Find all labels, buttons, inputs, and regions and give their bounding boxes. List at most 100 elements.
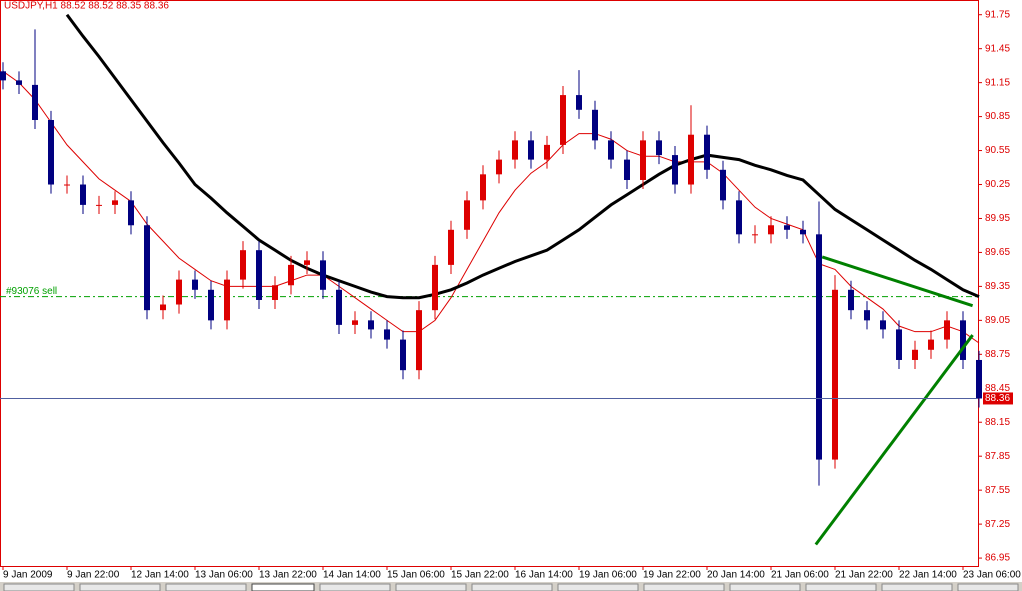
x-tick-label: 13 Jan 06:00 bbox=[195, 570, 253, 581]
candle-body bbox=[320, 260, 326, 290]
x-tick-label: 22 Jan 14:00 bbox=[899, 570, 957, 581]
y-tick-label: 89.35 bbox=[985, 281, 1010, 292]
y-tick-label: 88.15 bbox=[985, 417, 1010, 428]
candle-body bbox=[976, 359, 982, 399]
candle-body bbox=[656, 140, 662, 156]
x-tick-label: 12 Jan 14:00 bbox=[131, 570, 189, 581]
candle-body bbox=[256, 250, 262, 300]
candle-body bbox=[176, 279, 182, 305]
candle-body bbox=[512, 140, 518, 160]
moving-average bbox=[65, 13, 980, 300]
candle-body bbox=[288, 264, 294, 286]
candle-body bbox=[624, 159, 630, 180]
candle-body bbox=[64, 184, 70, 186]
candle-body bbox=[240, 250, 246, 280]
x-tick-label: 19 Jan 06:00 bbox=[579, 570, 637, 581]
candle-body bbox=[544, 144, 550, 160]
x-tick-label: 9 Jan 22:00 bbox=[67, 570, 120, 581]
candle-body bbox=[208, 289, 214, 321]
x-tick-label: 13 Jan 22:00 bbox=[259, 570, 317, 581]
candle-body bbox=[848, 289, 854, 311]
candle-body bbox=[576, 95, 582, 110]
tab[interactable] bbox=[319, 583, 391, 591]
tab[interactable] bbox=[957, 583, 1019, 591]
candle-body bbox=[592, 109, 598, 141]
candle-body bbox=[736, 200, 742, 235]
y-tick-label: 87.85 bbox=[985, 451, 1010, 462]
tab[interactable] bbox=[881, 583, 953, 591]
tab[interactable] bbox=[79, 583, 161, 591]
plot-frame bbox=[0, 0, 979, 567]
trendline bbox=[821, 255, 974, 308]
candle-body bbox=[560, 95, 566, 145]
tab[interactable] bbox=[643, 583, 725, 591]
candle-body bbox=[0, 71, 6, 81]
candle-body bbox=[496, 159, 502, 175]
tab-strip bbox=[0, 582, 1022, 591]
candle-body bbox=[752, 234, 758, 236]
x-tick-label: 15 Jan 22:00 bbox=[451, 570, 509, 581]
candle-body bbox=[112, 200, 118, 205]
order-label: #93076 sell bbox=[6, 286, 57, 297]
price-label-box bbox=[983, 392, 1013, 405]
tab[interactable] bbox=[805, 583, 877, 591]
candle-body bbox=[704, 134, 710, 170]
candle-body bbox=[304, 260, 310, 265]
candle-body bbox=[672, 155, 678, 185]
candle-body bbox=[864, 310, 870, 321]
x-tick-label: 14 Jan 14:00 bbox=[323, 570, 381, 581]
candle-body bbox=[912, 349, 918, 360]
x-tick-label: 15 Jan 06:00 bbox=[387, 570, 445, 581]
candle-body bbox=[192, 279, 198, 290]
candle-body bbox=[928, 339, 934, 350]
candle-body bbox=[816, 234, 822, 460]
candle-body bbox=[464, 200, 470, 230]
candle-body bbox=[32, 84, 38, 120]
candle-body bbox=[960, 320, 966, 360]
y-tick-label: 90.25 bbox=[985, 179, 1010, 190]
trendline bbox=[814, 334, 974, 546]
candle-body bbox=[272, 285, 278, 300]
candle-body bbox=[784, 225, 790, 230]
candle-body bbox=[416, 310, 422, 371]
tab[interactable] bbox=[729, 583, 801, 591]
x-tick-label: 9 Jan 2009 bbox=[3, 570, 53, 581]
tab[interactable] bbox=[165, 583, 247, 591]
tab[interactable] bbox=[395, 583, 467, 591]
tab-active[interactable] bbox=[251, 583, 315, 591]
candle-body bbox=[160, 304, 166, 311]
candle-body bbox=[800, 229, 806, 235]
y-tick-label: 86.95 bbox=[985, 553, 1010, 564]
y-tick-label: 88.45 bbox=[985, 383, 1010, 394]
candle-body bbox=[448, 229, 454, 265]
candle-body bbox=[96, 204, 102, 206]
tab[interactable] bbox=[3, 583, 75, 591]
candle-body bbox=[368, 320, 374, 330]
candle-body bbox=[80, 184, 86, 205]
tab[interactable] bbox=[557, 583, 639, 591]
tab[interactable] bbox=[471, 583, 553, 591]
candle-body bbox=[128, 200, 134, 226]
y-tick-label: 87.25 bbox=[985, 519, 1010, 530]
candle-body bbox=[336, 289, 342, 325]
x-tick-label: 19 Jan 22:00 bbox=[643, 570, 701, 581]
y-tick-label: 91.75 bbox=[985, 9, 1010, 20]
x-tick-label: 16 Jan 14:00 bbox=[515, 570, 573, 581]
candle-body bbox=[480, 174, 486, 201]
candle-body bbox=[48, 119, 54, 185]
y-tick-label: 91.15 bbox=[985, 77, 1010, 88]
candle-body bbox=[224, 279, 230, 321]
candle-body bbox=[528, 140, 534, 160]
x-tick-label: 23 Jan 06:00 bbox=[963, 570, 1021, 581]
candle-body bbox=[768, 225, 774, 235]
y-tick-label: 87.55 bbox=[985, 485, 1010, 496]
y-tick-label: 88.75 bbox=[985, 349, 1010, 360]
x-tick-label: 21 Jan 22:00 bbox=[835, 570, 893, 581]
chart-title: USDJPY,H1 88.52 88.52 88.35 88.36 bbox=[4, 1, 169, 12]
candle-body bbox=[384, 329, 390, 340]
y-tick-label: 90.85 bbox=[985, 111, 1010, 122]
y-tick-label: 89.65 bbox=[985, 247, 1010, 258]
y-tick-label: 90.55 bbox=[985, 145, 1010, 156]
